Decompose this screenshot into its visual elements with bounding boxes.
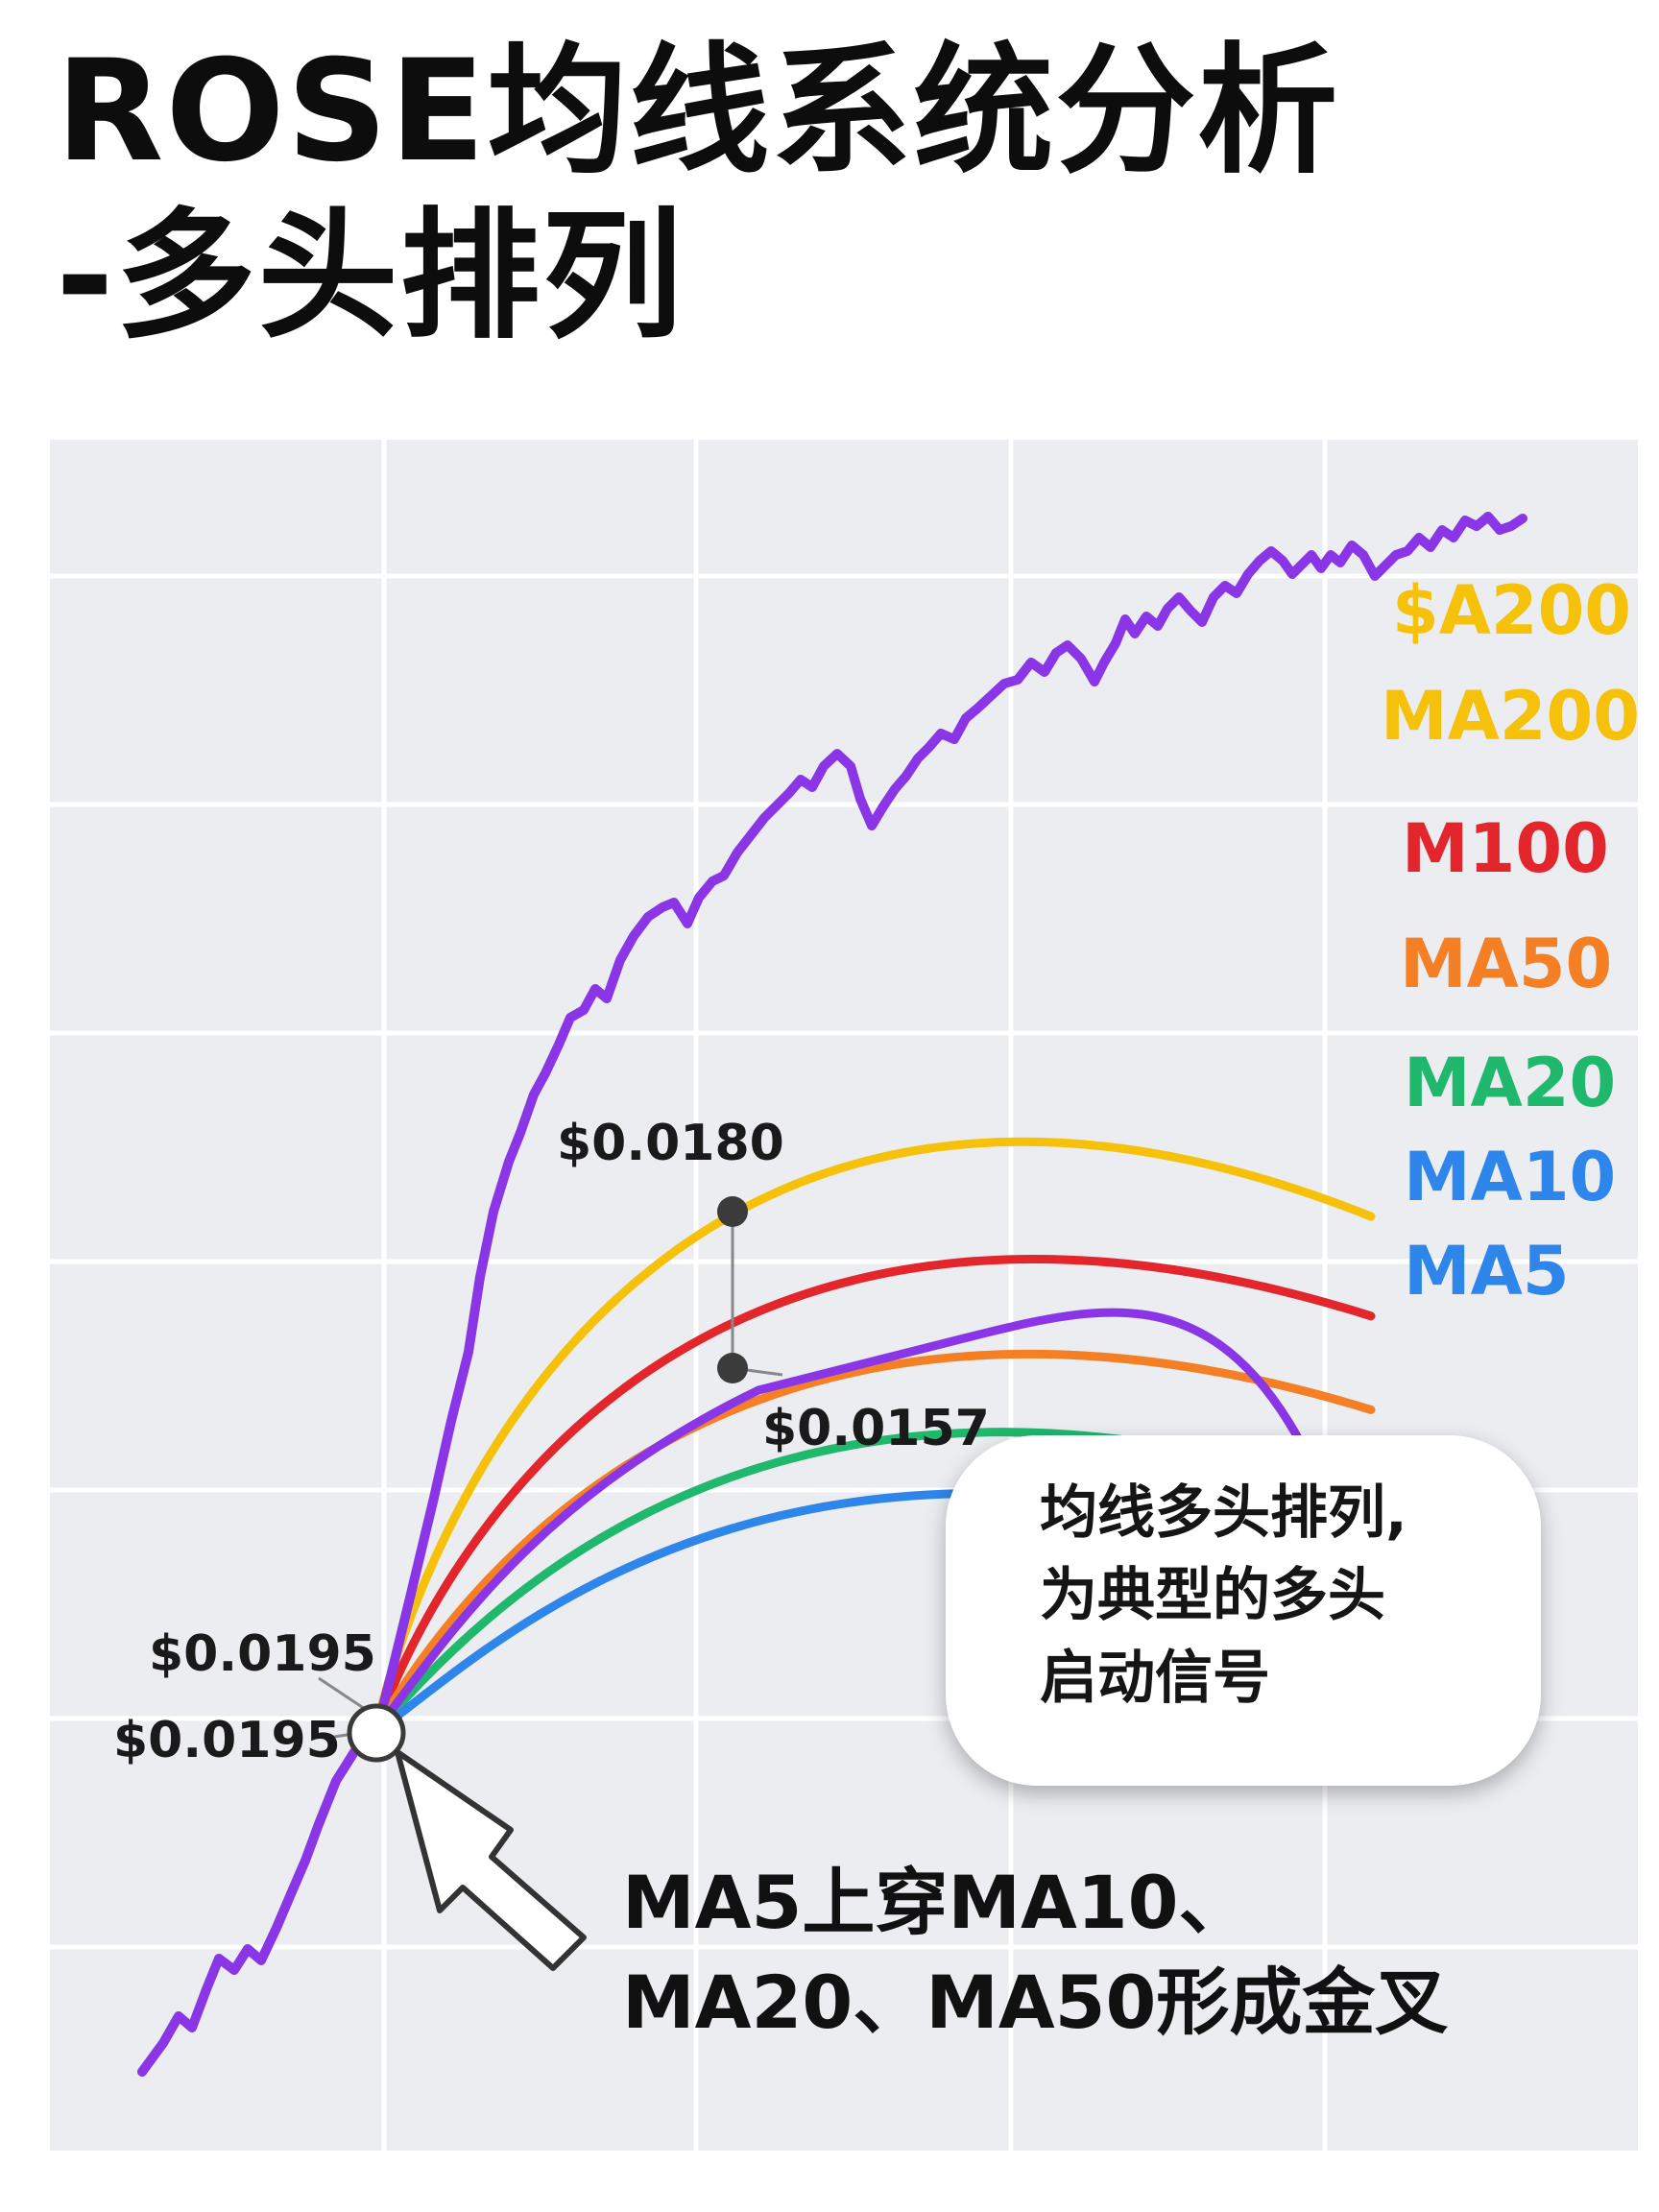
series-label-ma50: MA50: [1400, 925, 1612, 1003]
callout-box: 均线多头排列, 为典型的多头 启动信号: [946, 1435, 1541, 1786]
line-m100: [370, 1255, 1376, 1738]
page-title: ROSE均线系统分析 -多头排列: [56, 29, 1630, 359]
lower-price-label: $0.0157: [762, 1400, 990, 1457]
plot-background: [50, 440, 1638, 2151]
annotations: $0.0180 $0.0157 $0.0195 $0.0195: [113, 1115, 990, 1971]
bottom-note: MA5上穿MA10、 MA20、MA50形成金叉: [622, 1853, 1649, 2053]
callout-line-3: 启动信号: [1040, 1645, 1270, 1712]
series-label-ma10: MA10: [1404, 1138, 1616, 1216]
bottom-note-line-1: MA5上穿MA10、: [622, 1860, 1252, 1945]
series-label-price: $A200: [1392, 571, 1631, 650]
upper-price-marker: [717, 1196, 748, 1227]
line-price: [137, 512, 1527, 2077]
title-line-1: ROSE均线系统分析: [56, 30, 1340, 193]
series-label-ma200: MA200: [1381, 677, 1640, 756]
series-label-m100: M100: [1402, 809, 1609, 888]
golden-cross-marker: [347, 1703, 406, 1763]
line-ma200: [370, 1137, 1376, 1738]
title-line-2: -多头排列: [56, 195, 685, 358]
cross-leader-1: [318, 1676, 366, 1711]
line-ma5: [370, 1308, 1376, 1738]
series-labels: $A200 MA200 M100 MA50 MA20 MA10 MA5: [1381, 571, 1640, 1310]
series-label-ma5: MA5: [1404, 1232, 1570, 1310]
cross-price-label-2: $0.0195: [113, 1712, 341, 1769]
pointer-arrow-icon: [395, 1749, 587, 1971]
callout-line-1: 均线多头排列,: [1040, 1479, 1407, 1547]
upper-price-label: $0.0180: [557, 1115, 784, 1172]
series-label-ma20: MA20: [1404, 1044, 1616, 1122]
bottom-note-line-2: MA20、MA50形成金叉: [622, 1960, 1449, 2045]
cross-price-label-1: $0.0195: [149, 1625, 376, 1683]
series-lines: [137, 512, 1527, 2077]
plot-area: [50, 440, 1638, 2151]
lower-price-marker: [717, 1353, 748, 1383]
callout-line-2: 为典型的多头: [1040, 1562, 1385, 1629]
